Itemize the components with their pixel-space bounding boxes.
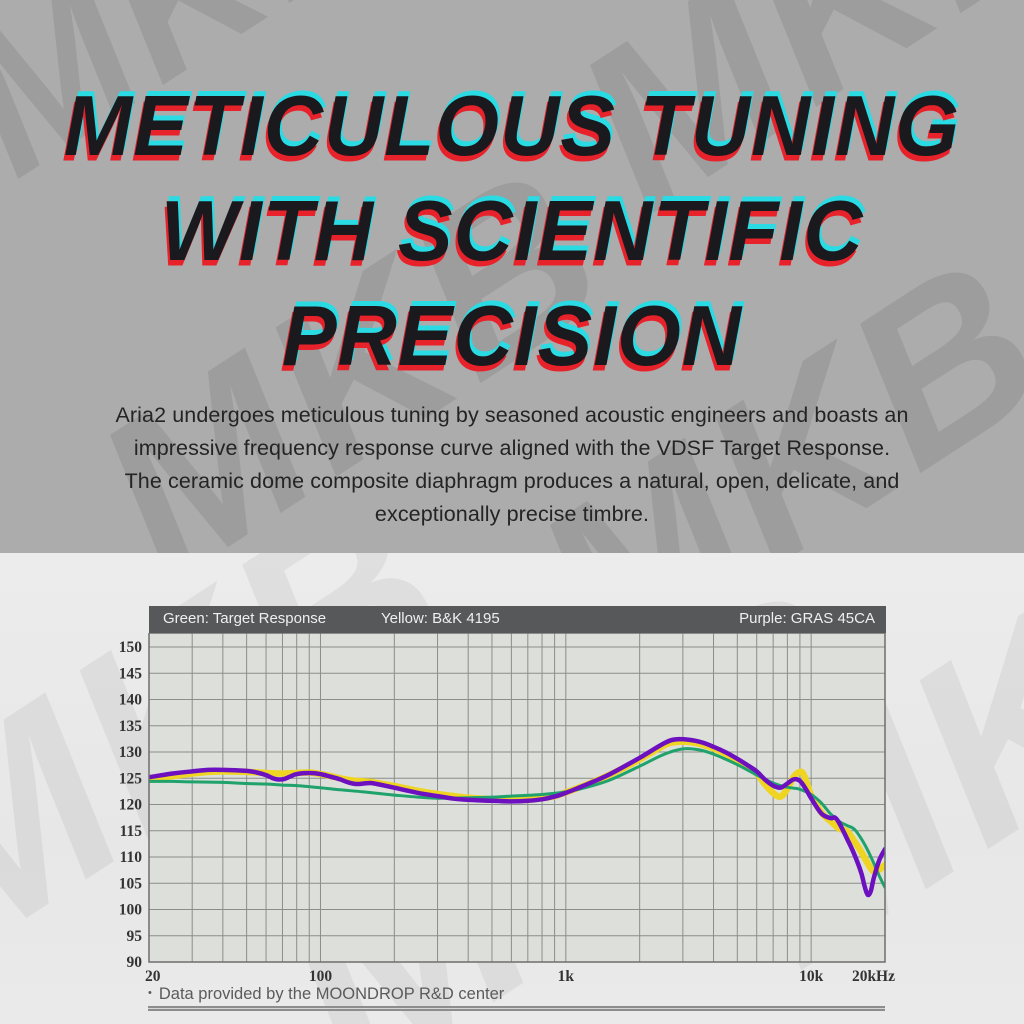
svg-text:135: 135 (119, 718, 143, 735)
svg-text:125: 125 (119, 770, 143, 787)
svg-text:100: 100 (119, 902, 143, 919)
paragraph-line: impressive frequency response curve alig… (133, 436, 891, 460)
footnote-marker: • (148, 987, 152, 999)
svg-text:120: 120 (119, 797, 143, 814)
headline-line-1: METICULOUS TUNING (63, 79, 961, 174)
footnote-text: Data provided by the MOONDROP R&D center (158, 985, 505, 1003)
paragraph-line: The ceramic dome composite diaphragm pro… (124, 469, 900, 493)
svg-text:10k: 10k (799, 968, 824, 985)
intro-paragraph: Aria2 undergoes meticulous tuning by sea… (0, 399, 1024, 531)
svg-text:150: 150 (119, 639, 143, 656)
svg-text:20: 20 (145, 968, 161, 985)
bottom-section: MKB MKB MKB Green: Target Response Yello… (0, 553, 1024, 1024)
svg-text:140: 140 (119, 692, 143, 709)
legend-item-green: Green: Target Response (163, 610, 327, 627)
svg-text:145: 145 (119, 665, 143, 682)
svg-text:1k: 1k (558, 968, 575, 985)
chart-footnote: • Data provided by the MOONDROP R&D cente… (148, 985, 504, 1004)
svg-text:110: 110 (120, 849, 143, 866)
svg-text:115: 115 (120, 823, 143, 840)
svg-text:90: 90 (127, 954, 143, 971)
chart-legend: Green: Target Response Yellow: B&K 4195 … (149, 606, 886, 633)
paragraph-line: exceptionally precise timbre. (374, 502, 650, 526)
legend-item-yellow: Yellow: B&K 4195 (381, 610, 500, 627)
svg-text:95: 95 (127, 928, 143, 945)
paragraph-line: Aria2 undergoes meticulous tuning by sea… (115, 403, 909, 427)
svg-text:130: 130 (119, 744, 143, 761)
svg-text:20kHz: 20kHz (852, 968, 895, 985)
headline-line-2: WITH SCIENTIFIC (160, 184, 864, 279)
svg-text:100: 100 (309, 968, 333, 985)
legend-item-purple: Purple: GRAS 45CA (739, 610, 875, 627)
svg-text:105: 105 (119, 875, 143, 892)
divider-line (148, 1006, 885, 1011)
headline-line-3: PRECISION (281, 289, 743, 384)
headline: METICULOUS TUNING WITH SCIENTIFIC PRECIS… (0, 74, 1024, 389)
top-section: MKB MKB MKB MKB METICULOUS TUNING WITH S… (0, 0, 1024, 553)
